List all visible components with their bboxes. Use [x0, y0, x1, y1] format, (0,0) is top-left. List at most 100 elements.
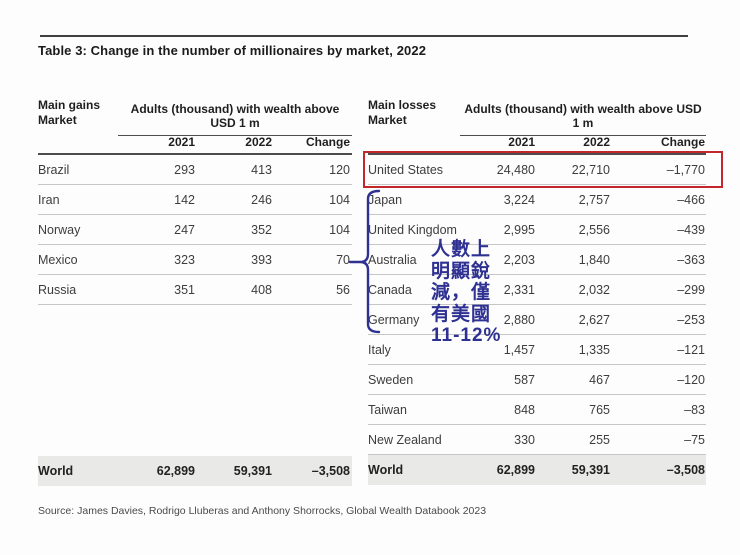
world-total-row: World 62,899 59,391 –3,508 — [38, 456, 352, 486]
value-cell: 255 — [589, 432, 610, 447]
column-header-2021: 2021 — [508, 135, 535, 149]
column-headers-row: 2021 2022 Change — [368, 135, 706, 155]
table-row: Australia 2,203 1,840 –363 — [368, 245, 706, 275]
value-cell: 1,335 — [578, 342, 610, 357]
value-cell: 56 — [336, 282, 350, 297]
table-row: Canada 2,331 2,032 –299 — [368, 275, 706, 305]
value-cell: 393 — [251, 252, 272, 267]
table-row: New Zealand 330 255 –75 — [368, 425, 706, 455]
column-header-change: Change — [660, 135, 705, 149]
market-cell: New Zealand — [368, 432, 442, 447]
market-cell: Germany — [368, 312, 420, 327]
value-cell: 293 — [174, 162, 195, 177]
table-header: Main losses Market Adults (thousand) wit… — [368, 96, 706, 155]
value-cell: 408 — [251, 282, 272, 297]
market-cell: Iran — [38, 192, 60, 207]
table-gap — [38, 305, 352, 456]
market-column-header: Main gains Market — [38, 98, 101, 127]
value-cell: 323 — [174, 252, 195, 267]
table-row: United Kingdom 2,995 2,556 –439 — [368, 215, 706, 245]
source-line: Source: James Davies, Rodrigo Lluberas a… — [38, 505, 487, 517]
table-row: Germany 2,880 2,627 –253 — [368, 305, 706, 335]
value-cell: 330 — [514, 432, 535, 447]
value-cell: –121 — [677, 342, 705, 357]
table-body: Brazil 293 413 120 Iran 142 246 104 Norway 247 352… — [38, 155, 352, 305]
value-cell: –120 — [677, 372, 705, 387]
value-cell: –253 — [677, 312, 705, 327]
value-cell: 62,899 — [156, 464, 195, 478]
table-row: Norway 247 352 104 — [38, 215, 352, 245]
market-cell: Brazil — [38, 162, 70, 177]
world-total-row: World 62,899 59,391 –3,508 — [368, 455, 706, 485]
column-header-2022: 2022 — [245, 135, 272, 149]
value-cell: –83 — [684, 402, 705, 417]
table-row: Brazil 293 413 120 — [38, 155, 352, 185]
value-cell: 22,710 — [571, 162, 610, 177]
spacer-cell — [368, 135, 468, 149]
table-row: Italy 1,457 1,335 –121 — [368, 335, 706, 365]
value-cell: 2,203 — [503, 252, 535, 267]
value-cell: 848 — [514, 402, 535, 417]
column-header-2021: 2021 — [168, 135, 195, 149]
value-cell: 142 — [174, 192, 195, 207]
column-headers-row: 2021 2022 Change — [38, 135, 352, 155]
value-cell: 1,457 — [503, 342, 535, 357]
table-row: Mexico 323 393 70 — [38, 245, 352, 275]
value-cell: –466 — [677, 192, 705, 207]
table-row: Japan 3,224 2,757 –466 — [368, 185, 706, 215]
market-cell: Canada — [368, 282, 412, 297]
market-cell: World — [368, 463, 404, 477]
table-main-gains: Main gains Market Adults (thousand) with… — [38, 96, 352, 486]
value-cell: 2,880 — [503, 312, 535, 327]
value-cell: 104 — [329, 192, 350, 207]
value-cell: 765 — [589, 402, 610, 417]
value-cell: 62,899 — [496, 463, 535, 477]
market-cell: Italy — [368, 342, 391, 357]
value-cell: 413 — [251, 162, 272, 177]
table-row: Taiwan 848 765 –83 — [368, 395, 706, 425]
value-cell: –3,508 — [311, 464, 350, 478]
value-cell: 59,391 — [571, 463, 610, 477]
market-cell: Taiwan — [368, 402, 407, 417]
table-row: United States 24,480 22,710 –1,770 — [368, 155, 706, 185]
top-divider — [40, 35, 688, 37]
table-row: Iran 142 246 104 — [38, 185, 352, 215]
value-cell: 2,032 — [578, 282, 610, 297]
market-cell: Sweden — [368, 372, 414, 387]
column-header-change: Change — [305, 135, 350, 149]
value-cell: 351 — [174, 282, 195, 297]
annotation-note: 人數上 明顯銳 減，僅 有美國 11-12% — [431, 239, 502, 346]
value-cell: 104 — [329, 222, 350, 237]
value-cell: 120 — [329, 162, 350, 177]
table-row: Russia 351 408 56 — [38, 275, 352, 305]
market-cell: World — [38, 464, 74, 478]
group-column-header: Adults (thousand) with wealth above USD … — [118, 102, 352, 136]
market-cell: Japan — [368, 192, 403, 207]
market-cell: Russia — [38, 282, 77, 297]
value-cell: 587 — [514, 372, 535, 387]
value-cell: 2,757 — [578, 192, 610, 207]
market-cell: Mexico — [38, 252, 78, 267]
table-title: Table 3: Change in the number of million… — [38, 43, 427, 58]
value-cell: 2,627 — [578, 312, 610, 327]
table-body: United States 24,480 22,710 –1,770 Japan 3,22… — [368, 155, 706, 455]
market-column-header: Main losses Market — [368, 98, 437, 127]
value-cell: 467 — [589, 372, 610, 387]
group-column-header: Adults (thousand) with wealth above USD … — [460, 102, 706, 136]
value-cell: –1,770 — [666, 162, 705, 177]
market-cell: United Kingdom — [368, 222, 457, 237]
value-cell: 2,995 — [503, 222, 535, 237]
market-cell: United States — [368, 162, 444, 177]
table-header: Main gains Market Adults (thousand) with… — [38, 96, 352, 155]
value-cell: 24,480 — [496, 162, 535, 177]
value-cell: –439 — [677, 222, 705, 237]
value-cell: –75 — [684, 432, 705, 447]
value-cell: 3,224 — [503, 192, 535, 207]
market-cell: Australia — [368, 252, 417, 267]
value-cell: 246 — [251, 192, 272, 207]
value-cell: 1,840 — [578, 252, 610, 267]
value-cell: –363 — [677, 252, 705, 267]
value-cell: –299 — [677, 282, 705, 297]
column-header-2022: 2022 — [583, 135, 610, 149]
value-cell: 59,391 — [233, 464, 272, 478]
